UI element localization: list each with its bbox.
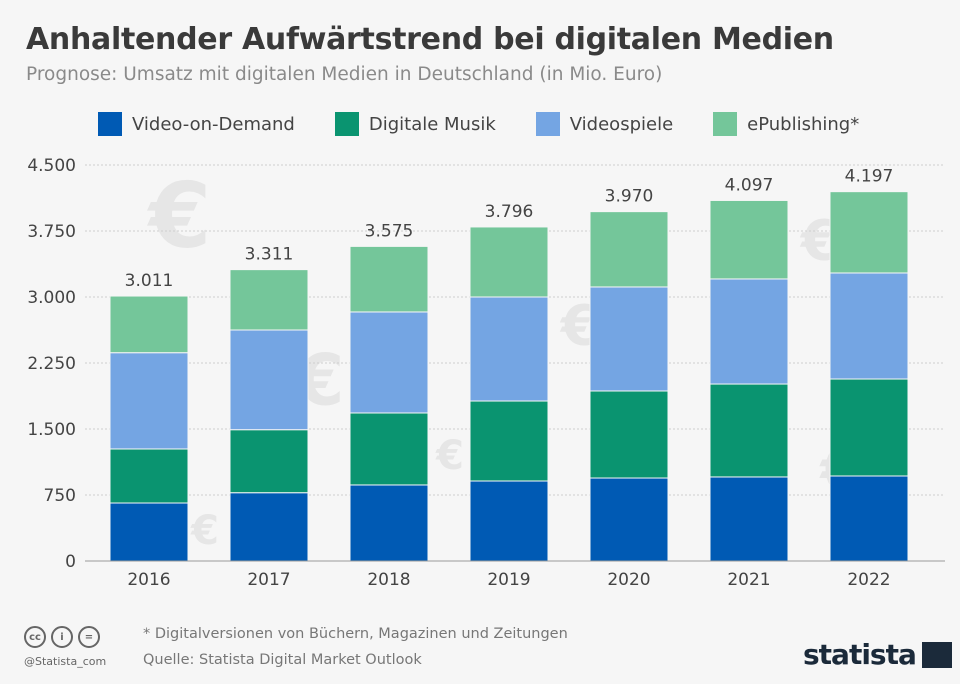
bar-segment-video-on-demand: [469, 480, 549, 562]
x-tick-label: 2020: [607, 570, 650, 590]
total-label: 3.970: [605, 187, 654, 207]
bar-segment-digitale-musik: [829, 378, 909, 477]
bar-segment-epublishing-: [709, 199, 789, 280]
x-tick-label: 2019: [487, 570, 530, 590]
bar-segment-digitale-musik: [229, 429, 309, 494]
bar-segment-video-on-demand: [829, 475, 909, 562]
total-label: 3.311: [245, 245, 294, 265]
x-tick-label: 2022: [847, 570, 890, 590]
logo-mark-icon: [921, 641, 952, 668]
bar-segment-videospiele: [709, 278, 789, 385]
bar-segment-digitale-musik: [349, 412, 429, 486]
euro-watermark-icon: €: [190, 508, 219, 554]
legend-item-musik: Digitale Musik: [334, 112, 496, 136]
bar-segment-epublishing-: [829, 191, 909, 274]
cc-icon: cc: [24, 626, 46, 648]
bar-segment-video-on-demand: [589, 477, 669, 562]
legend-swatch: [713, 112, 738, 136]
y-tick-label: 3.750: [27, 222, 76, 242]
bar-segment-video-on-demand: [709, 476, 789, 562]
x-tick-label: 2016: [127, 570, 170, 590]
bar-segment-digitale-musik: [589, 390, 669, 479]
logo-text: statista: [803, 638, 917, 671]
bar-segment-video-on-demand: [229, 492, 309, 562]
x-tick-label: 2018: [367, 570, 410, 590]
y-tick-label: 4.500: [27, 156, 76, 176]
license-icons: cc i =: [24, 626, 100, 648]
bar-segment-videospiele: [829, 272, 909, 380]
attribution-icon: i: [51, 626, 73, 648]
legend-swatch: [98, 112, 122, 136]
total-label: 4.097: [725, 175, 774, 195]
bar-segment-videospiele: [229, 329, 309, 431]
chart-subtitle: Prognose: Umsatz mit digitalen Medien in…: [26, 64, 663, 85]
legend-swatch: [535, 112, 560, 136]
y-tick-label: 750: [44, 486, 76, 506]
y-tick-label: 3.000: [27, 288, 76, 308]
euro-watermark-icon: €: [147, 164, 212, 269]
bar-segment-video-on-demand: [109, 502, 189, 562]
y-tick-label: 0: [65, 552, 76, 572]
x-tick-label: 2021: [727, 570, 770, 590]
legend-item-epublishing: ePublishing*: [713, 112, 859, 136]
y-tick-label: 1.500: [27, 420, 76, 440]
bar-segment-epublishing-: [349, 245, 429, 313]
chart-title: Anhaltender Aufwärtstrend bei digitalen …: [26, 22, 834, 57]
no-derivatives-icon: =: [78, 626, 100, 648]
bar-segment-digitale-musik: [469, 400, 549, 482]
legend: Video-on-Demand Digitale Musik Videospie…: [98, 112, 899, 136]
legend-label: Video-on-Demand: [132, 113, 295, 135]
bar-segment-videospiele: [589, 286, 669, 392]
bar-segment-epublishing-: [229, 269, 309, 331]
x-tick-label: 2017: [247, 570, 290, 590]
legend-swatch: [334, 112, 359, 136]
bar-segment-videospiele: [349, 311, 429, 414]
legend-label: Videospiele: [569, 113, 674, 135]
total-label: 4.197: [845, 167, 894, 187]
bar-segment-epublishing-: [109, 295, 189, 354]
legend-label: ePublishing*: [747, 113, 860, 135]
bar-segment-epublishing-: [589, 211, 669, 288]
footnote: * Digitalversionen von Büchern, Magazine…: [143, 626, 568, 642]
source: Quelle: Statista Digital Market Outlook: [143, 652, 422, 668]
twitter-handle: @Statista_com: [24, 655, 107, 668]
bar-segment-epublishing-: [469, 226, 549, 298]
bar-segment-video-on-demand: [349, 484, 429, 562]
total-label: 3.796: [485, 202, 534, 222]
y-tick-label: 2.250: [27, 354, 76, 374]
bar-segment-digitale-musik: [709, 383, 789, 478]
legend-item-vod: Video-on-Demand: [98, 112, 295, 136]
total-label: 3.011: [125, 271, 174, 291]
legend-item-videospiele: Videospiele: [535, 112, 674, 136]
total-label: 3.575: [365, 221, 414, 241]
legend-label: Digitale Musik: [368, 113, 496, 135]
bar-segment-digitale-musik: [109, 448, 189, 504]
bar-segment-videospiele: [469, 296, 549, 402]
statista-logo: statista: [803, 638, 952, 671]
euro-watermark-icon: €: [435, 433, 464, 479]
bar-segment-videospiele: [109, 352, 189, 450]
